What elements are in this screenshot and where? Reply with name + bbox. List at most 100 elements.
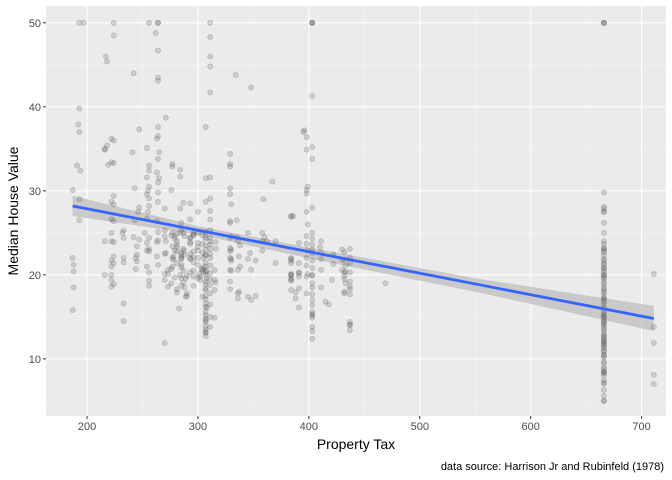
data-point [155, 261, 161, 268]
data-point [202, 278, 209, 285]
data-point [169, 243, 176, 250]
data-point [303, 240, 310, 247]
data-point [309, 312, 316, 319]
data-point [200, 268, 207, 275]
data-point [600, 336, 607, 343]
data-point [259, 229, 266, 236]
x-axis: 200 300 400 500 600 700 [78, 416, 651, 433]
data-point [108, 263, 115, 270]
x-tick-label: 700 [632, 421, 650, 433]
data-point [300, 129, 307, 135]
data-point [346, 286, 353, 293]
data-point [101, 146, 108, 153]
caption: data source: Harrison Jr and Rubinfeld (… [441, 461, 664, 473]
data-point [227, 286, 234, 293]
data-point [110, 260, 117, 267]
data-point [171, 247, 178, 254]
data-point [650, 323, 657, 330]
data-point [178, 250, 185, 256]
data-point [600, 274, 607, 281]
data-point [110, 218, 117, 225]
data-point [133, 243, 140, 250]
data-point [309, 291, 316, 298]
data-point [600, 313, 607, 320]
data-point [600, 286, 607, 293]
data-point [600, 369, 607, 376]
data-point [600, 327, 607, 334]
data-point [203, 304, 210, 311]
data-point [227, 278, 234, 285]
data-point [161, 339, 168, 346]
data-point [341, 290, 348, 297]
data-point [207, 238, 214, 245]
data-point [187, 239, 194, 246]
data-point [169, 163, 176, 170]
data-point [178, 282, 185, 289]
data-point [108, 257, 115, 264]
data-point [155, 179, 161, 186]
data-point [600, 272, 607, 279]
data-point [600, 344, 607, 351]
data-point [190, 282, 197, 289]
data-point [600, 329, 607, 336]
data-point [146, 282, 153, 289]
data-point [102, 53, 109, 60]
data-point [120, 300, 127, 307]
data-point [309, 302, 316, 309]
data-point [132, 266, 139, 272]
data-point [173, 289, 180, 296]
data-point [199, 250, 206, 256]
data-point [202, 287, 209, 293]
data-point [178, 264, 185, 271]
data-point [104, 58, 110, 65]
data-point [309, 328, 316, 335]
data-point [104, 142, 110, 149]
data-point [194, 239, 201, 246]
data-point [272, 238, 279, 245]
x-axis-title: Property Tax [317, 436, 395, 452]
data-point [110, 160, 117, 167]
data-point [202, 251, 209, 258]
data-point [74, 162, 81, 169]
data-point [110, 137, 117, 144]
data-point [600, 364, 607, 371]
data-point [76, 217, 83, 224]
data-point [187, 255, 194, 262]
data-point [234, 295, 241, 302]
data-point [76, 105, 83, 112]
data-point [600, 298, 607, 305]
data-point [194, 208, 201, 215]
data-point [207, 241, 214, 248]
data-point [199, 266, 206, 273]
data-point [309, 272, 316, 279]
data-point [346, 283, 353, 290]
data-point [330, 260, 337, 267]
data-point [272, 260, 279, 267]
data-point [288, 260, 295, 267]
data-point [600, 310, 607, 317]
data-point [318, 266, 325, 273]
data-point [600, 354, 607, 361]
data-point [77, 167, 84, 174]
data-point [303, 233, 310, 240]
data-point [202, 259, 209, 266]
data-point [227, 255, 234, 261]
data-point [207, 250, 214, 257]
data-point [303, 262, 310, 269]
data-point [346, 321, 353, 328]
data-point [76, 129, 83, 135]
data-point [207, 276, 214, 283]
data-point [261, 234, 268, 240]
data-point [600, 208, 607, 215]
data-point [650, 381, 657, 388]
data-point [202, 317, 209, 324]
data-point [600, 333, 607, 340]
data-point [309, 229, 316, 236]
data-point [155, 133, 161, 140]
data-point [600, 312, 607, 319]
data-point [181, 233, 188, 240]
data-point [146, 277, 153, 284]
data-point [70, 261, 77, 268]
data-point [600, 379, 607, 386]
data-point [202, 300, 209, 307]
